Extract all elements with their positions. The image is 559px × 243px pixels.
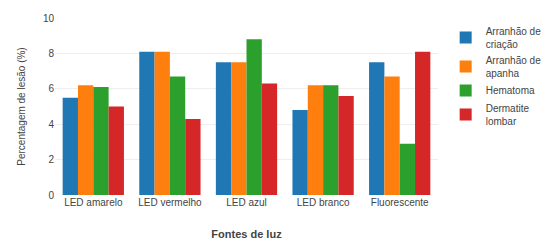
svg-text:LED vermelho: LED vermelho — [138, 197, 202, 208]
svg-text:4: 4 — [48, 119, 54, 130]
svg-text:6: 6 — [48, 83, 54, 94]
svg-text:Percentagem de lesão (%): Percentagem de lesão (%) — [16, 47, 27, 165]
svg-text:Arranhão deapanha: Arranhão deapanha — [486, 55, 541, 79]
svg-text:Fluorescente: Fluorescente — [371, 197, 429, 208]
svg-text:LED azul: LED azul — [226, 197, 267, 208]
svg-text:0: 0 — [48, 190, 54, 201]
svg-text:8: 8 — [48, 48, 54, 59]
svg-text:Dermatitelombar: Dermatitelombar — [486, 103, 530, 127]
svg-text:2: 2 — [48, 154, 54, 165]
svg-text:Fontes de luz: Fontes de luz — [211, 228, 282, 240]
svg-text:10: 10 — [43, 13, 55, 24]
svg-text:Hematoma: Hematoma — [486, 85, 535, 96]
svg-text:Arranhão decriação: Arranhão decriação — [486, 26, 541, 50]
svg-text:LED branco: LED branco — [297, 197, 350, 208]
svg-text:LED amarelo: LED amarelo — [64, 197, 123, 208]
